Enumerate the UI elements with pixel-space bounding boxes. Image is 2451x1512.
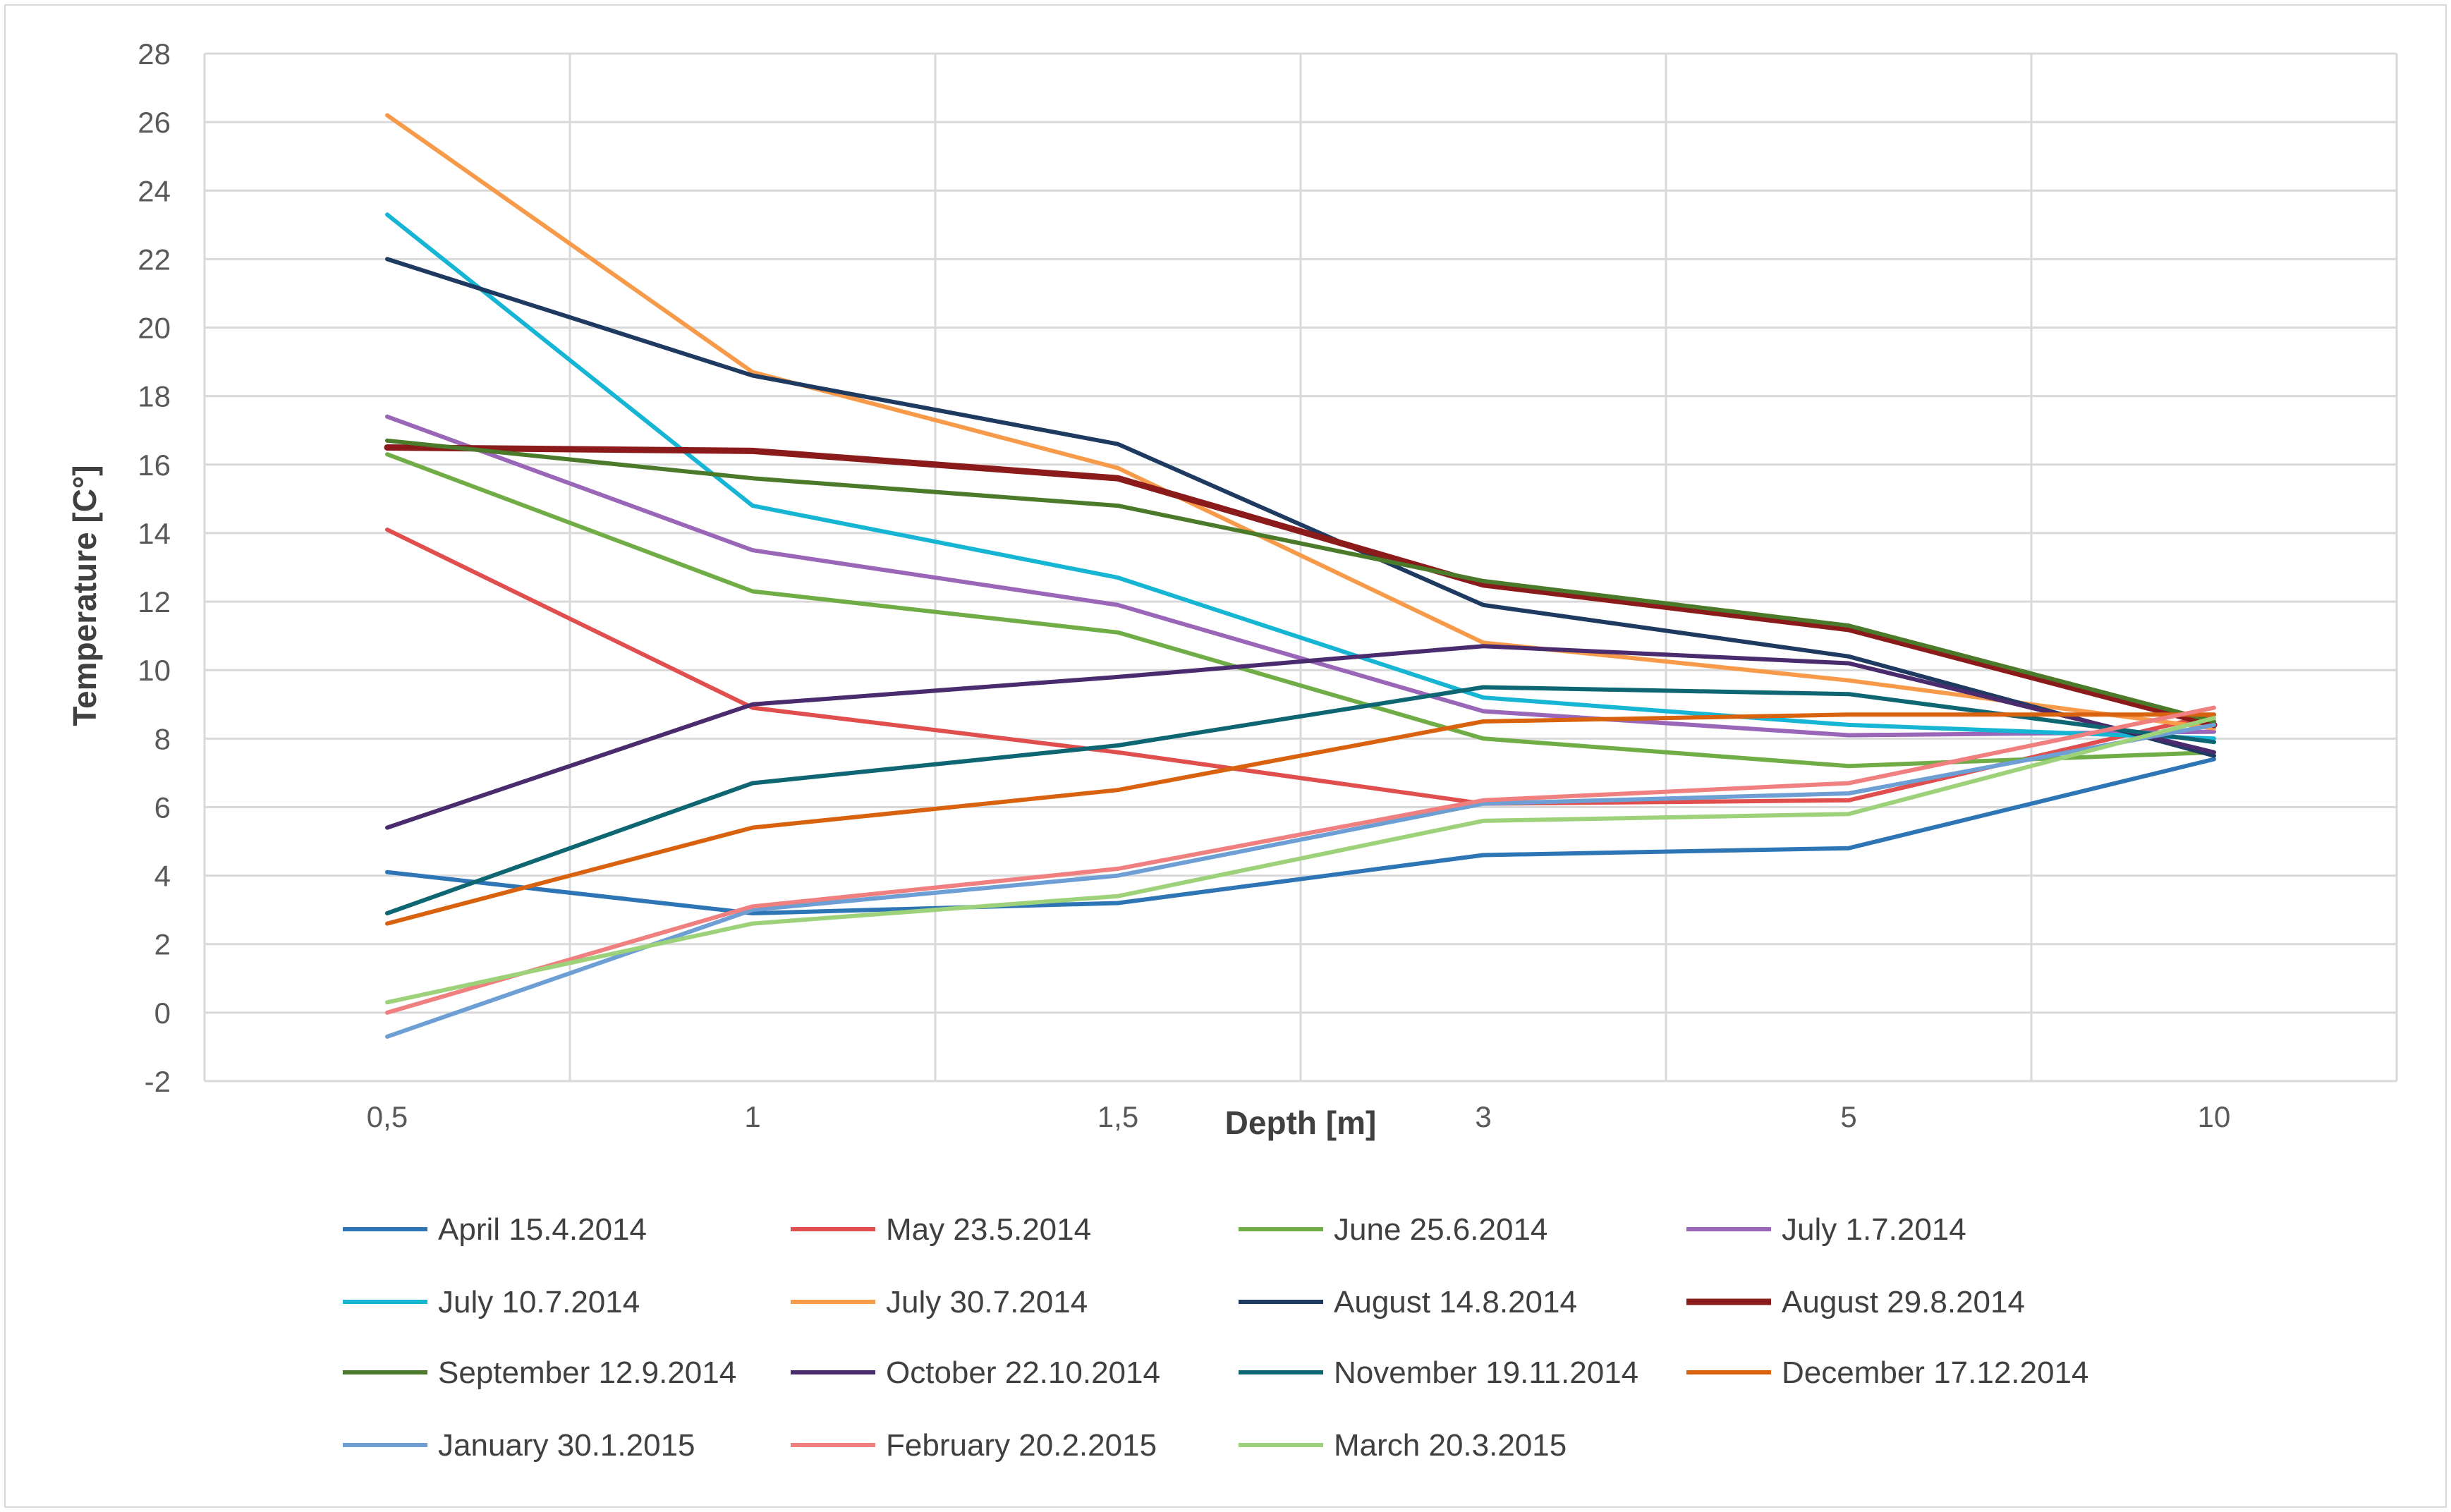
legend-label: December 17.12.2014 bbox=[1782, 1355, 2088, 1390]
y-tick-label: 18 bbox=[138, 380, 171, 413]
y-axis-title: Temperature [C°] bbox=[66, 465, 103, 726]
series-line-2 bbox=[385, 528, 2216, 806]
x-tick-label: 5 bbox=[1840, 1100, 1856, 1133]
y-tick-label: 28 bbox=[138, 37, 171, 71]
legend-label: July 30.7.2014 bbox=[886, 1285, 1088, 1319]
y-tick-label: 22 bbox=[138, 243, 171, 276]
x-tick-label: 1 bbox=[744, 1100, 760, 1133]
series-line-12 bbox=[385, 712, 2216, 926]
legend-label: February 20.2.2015 bbox=[886, 1428, 1157, 1463]
series-line-1 bbox=[385, 757, 2216, 915]
series-line-15 bbox=[385, 716, 2216, 1005]
y-tick-label: 6 bbox=[154, 791, 171, 824]
series-line-7 bbox=[385, 257, 2216, 758]
series-line-13 bbox=[385, 722, 2216, 1039]
gridlines bbox=[203, 52, 2398, 1083]
y-tick-label: 0 bbox=[154, 996, 171, 1030]
series-line-10 bbox=[385, 644, 2216, 830]
series-line-5 bbox=[385, 212, 2216, 741]
legend-label: August 29.8.2014 bbox=[1782, 1285, 2025, 1319]
y-tick-label: 4 bbox=[154, 860, 171, 893]
x-tick-label: 0,5 bbox=[367, 1100, 408, 1133]
legend-label: April 15.4.2014 bbox=[438, 1212, 647, 1247]
legend-label: June 25.6.2014 bbox=[1334, 1212, 1547, 1247]
x-tick-labels: 0,5 1 1,5 3 5 10 bbox=[367, 1100, 2231, 1133]
legend-label: October 22.10.2014 bbox=[886, 1355, 1160, 1390]
legend-label: July 10.7.2014 bbox=[438, 1285, 640, 1319]
legend-label: August 14.8.2014 bbox=[1334, 1285, 1577, 1319]
series-line-11 bbox=[385, 685, 2216, 915]
legend-label: July 1.7.2014 bbox=[1782, 1212, 1966, 1247]
y-tick-label: 26 bbox=[138, 106, 171, 139]
y-tick-label: 8 bbox=[154, 722, 171, 755]
y-tick-label: 14 bbox=[138, 517, 171, 550]
legend-label: September 12.9.2014 bbox=[438, 1355, 736, 1390]
x-tick-label: 3 bbox=[1475, 1100, 1491, 1133]
x-tick-label: 10 bbox=[2198, 1100, 2231, 1133]
legend-label: May 23.5.2014 bbox=[886, 1212, 1091, 1247]
y-tick-label: 20 bbox=[138, 312, 171, 345]
legend-label: November 19.11.2014 bbox=[1334, 1355, 1638, 1390]
series-line-4 bbox=[385, 414, 2216, 738]
x-tick-label: 1,5 bbox=[1097, 1100, 1138, 1133]
y-tick-label: 24 bbox=[138, 174, 171, 207]
series-line-9 bbox=[385, 438, 2216, 724]
legend: April 15.4.2014 May 23.5.2014 June 25.6.20… bbox=[343, 1212, 2088, 1463]
y-tick-label: -2 bbox=[145, 1065, 171, 1098]
series-line-6 bbox=[385, 113, 2216, 731]
series-line-14 bbox=[385, 705, 2216, 1015]
series-line-8 bbox=[384, 444, 2218, 728]
y-tick-label: 10 bbox=[138, 654, 171, 687]
x-axis-title: Depth [m] bbox=[1225, 1104, 1377, 1141]
y-tick-label: 16 bbox=[138, 449, 171, 482]
y-tick-label: 12 bbox=[138, 585, 171, 618]
chart-frame: -2 0 2 4 6 8 10 12 14 16 18 20 22 24 26 28 0,5 1 1,5 3 5 10 … bbox=[4, 4, 2447, 1508]
y-tick-label: 2 bbox=[154, 928, 171, 961]
series-lines bbox=[384, 113, 2218, 1039]
legend-label: January 30.1.2015 bbox=[438, 1428, 695, 1463]
series-line-3 bbox=[385, 452, 2216, 769]
legend-label: March 20.3.2015 bbox=[1334, 1428, 1567, 1463]
